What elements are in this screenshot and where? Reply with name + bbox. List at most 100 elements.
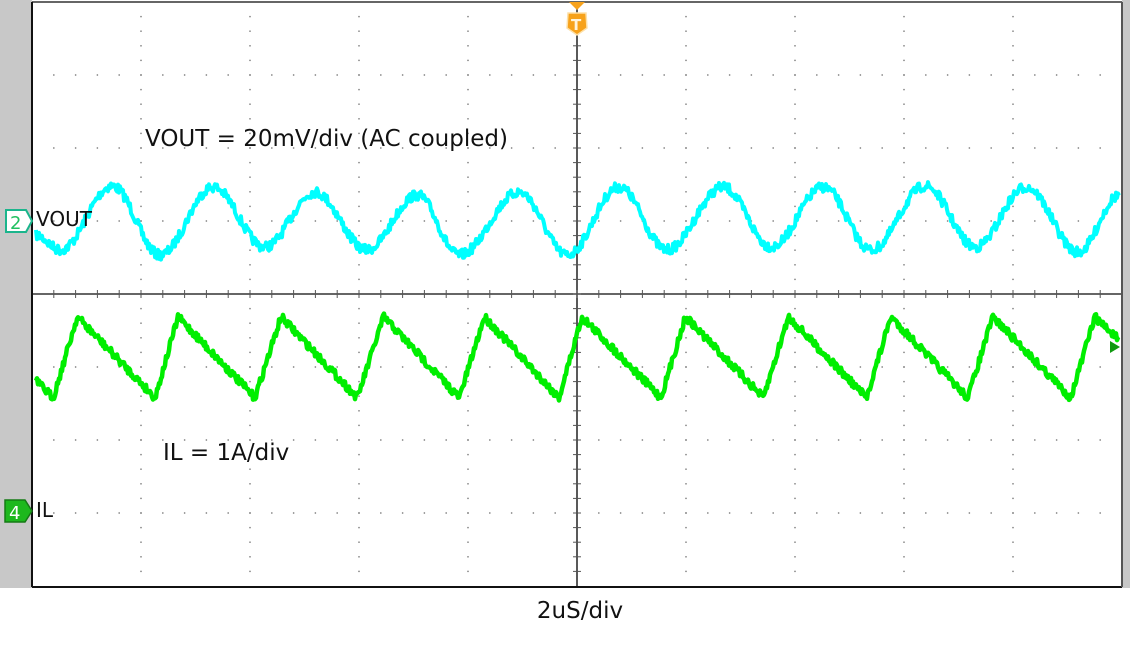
- grid-dot: [946, 74, 949, 76]
- channel-2-marker[interactable]: 2: [5, 209, 34, 234]
- grid-dot: [598, 147, 600, 149]
- grid-dot: [946, 512, 949, 514]
- grid-dot: [140, 337, 142, 339]
- grid-dot: [140, 191, 142, 193]
- grid-dot: [903, 278, 905, 281]
- grid-dot: [794, 453, 796, 456]
- grid-dot: [358, 439, 360, 441]
- grid-dot: [467, 424, 469, 427]
- grid-dot: [74, 512, 77, 514]
- grid-dot: [990, 439, 992, 441]
- grid-dot: [358, 351, 360, 354]
- grid-dot: [990, 147, 992, 149]
- grid-dot: [1012, 322, 1014, 324]
- grid-dot: [53, 147, 55, 149]
- grid-dot: [380, 74, 382, 76]
- grid-dot: [510, 220, 513, 222]
- grid-dot: [358, 147, 360, 149]
- grid-dot: [794, 88, 796, 91]
- grid-dot: [794, 15, 796, 18]
- grid-dot: [358, 395, 360, 397]
- grid-dot: [358, 322, 360, 324]
- grid-dot: [467, 526, 469, 529]
- grid-dot: [292, 439, 295, 441]
- grid-dot: [794, 395, 796, 397]
- grid-dot: [140, 118, 142, 120]
- grid-dot: [794, 512, 796, 514]
- grid-dot: [249, 132, 251, 135]
- grid-dot: [1034, 74, 1036, 76]
- grid-dot: [794, 439, 796, 441]
- grid-dot: [990, 366, 992, 368]
- grid-dot: [118, 439, 120, 441]
- grid-dot: [53, 74, 55, 76]
- grid-dot: [140, 205, 142, 208]
- grid-dot: [925, 439, 927, 441]
- grid-dot: [358, 88, 360, 91]
- grid-dot: [837, 147, 840, 149]
- grid-dot: [140, 322, 142, 324]
- grid-dot: [358, 118, 360, 120]
- grid-dot: [249, 424, 251, 427]
- grid-dot: [794, 249, 796, 251]
- grid-dot: [510, 439, 513, 441]
- grid-dot: [423, 147, 426, 149]
- grid-dot: [118, 220, 120, 222]
- channel-4-marker[interactable]: 4: [4, 499, 33, 524]
- grid-dot: [1012, 176, 1014, 178]
- grid-dot: [925, 220, 927, 222]
- grid-dot: [401, 74, 404, 76]
- grid-dot: [532, 439, 535, 441]
- grid-dot: [925, 366, 927, 368]
- grid-dot: [467, 395, 469, 397]
- grid-dot: [205, 147, 208, 149]
- trigger-marker[interactable]: T: [566, 2, 588, 36]
- grid-dot: [1012, 132, 1014, 135]
- grid-dot: [140, 307, 142, 310]
- grid-dot: [74, 366, 77, 368]
- grid-dot: [598, 439, 600, 441]
- grid-dot: [467, 512, 469, 514]
- grid-dot: [358, 59, 360, 62]
- grid-dot: [358, 526, 360, 529]
- grid-dot: [794, 74, 796, 76]
- grid-dot: [358, 424, 360, 427]
- grid-dot: [467, 15, 469, 18]
- grid-dot: [728, 147, 731, 149]
- grid-dot: [794, 45, 796, 47]
- grid-dot: [816, 220, 818, 222]
- grid-dot: [183, 74, 186, 76]
- grid-dot: [249, 351, 251, 354]
- grid-dot: [249, 45, 251, 47]
- trace-vout: [34, 180, 1121, 262]
- grid-dot: [1012, 103, 1014, 105]
- grid-dot: [162, 512, 164, 514]
- graticule: [31, 1, 1123, 588]
- grid-dot: [380, 366, 382, 368]
- ch4-level-arrow-icon: [1110, 341, 1120, 353]
- grid-dot: [401, 366, 404, 368]
- grid-dot: [467, 88, 469, 91]
- grid-dot: [1012, 278, 1014, 281]
- grid-dot: [794, 468, 796, 470]
- grid-dot: [946, 366, 949, 368]
- grid-dot: [685, 366, 687, 368]
- grid-dot: [1099, 439, 1101, 441]
- grid-dot: [53, 220, 55, 222]
- grid-dot: [140, 468, 142, 470]
- grid-dot: [467, 497, 469, 500]
- grid-dot: [641, 439, 644, 441]
- grid-dot: [685, 161, 687, 164]
- grid-dot: [794, 424, 796, 427]
- grid-dot: [685, 526, 687, 529]
- grid-dot: [903, 453, 905, 456]
- grid-dot: [663, 74, 665, 76]
- grid-dot: [140, 220, 142, 222]
- grid-dot: [1099, 147, 1101, 149]
- grid-dot: [619, 439, 622, 441]
- grid-dot: [467, 147, 469, 149]
- grid-dot: [401, 512, 404, 514]
- grid-dot: [467, 161, 469, 164]
- grid-dot: [903, 337, 905, 339]
- grid-dot: [794, 337, 796, 339]
